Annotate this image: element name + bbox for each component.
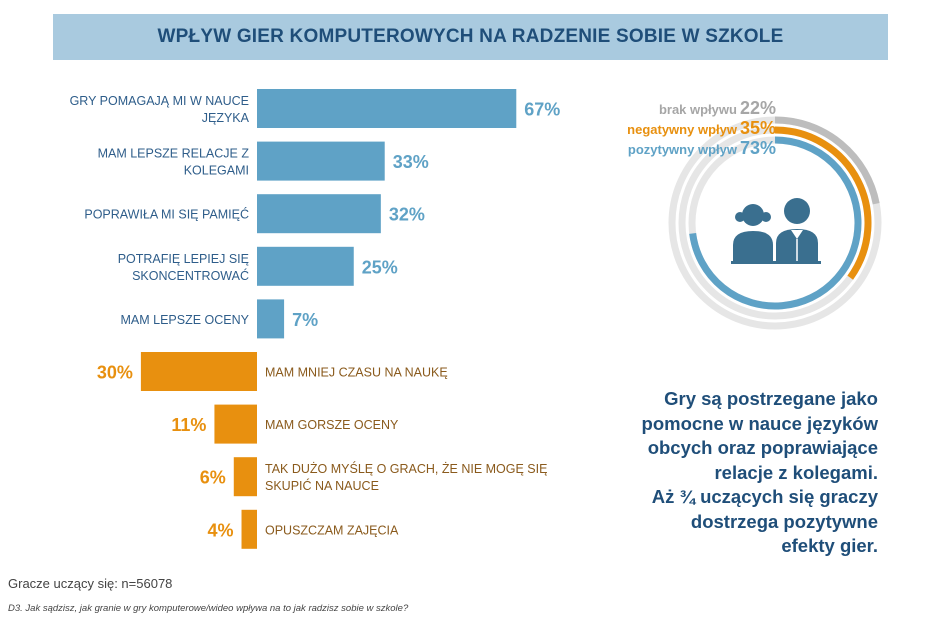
bar-value-label: 67% [524, 100, 560, 120]
legend-positive-value: 73% [739, 138, 776, 158]
bar-negative [241, 509, 257, 549]
legend-positive: pozytywny wpływ 73% [628, 138, 776, 159]
legend-negative: negatywny wpływ 35% [627, 118, 776, 139]
bar-positive [257, 246, 354, 286]
bar-category-label: MAM GORSZE OCENY [265, 418, 399, 432]
bar-category-label: POPRAWIŁA MI SIĘ PAMIĘĆ [84, 207, 249, 222]
bar-positive [257, 299, 285, 339]
bar-value-label: 6% [200, 468, 226, 488]
legend-no-impact-value: 22% [739, 98, 776, 118]
bar-negative [233, 457, 257, 497]
bar-category-label: MAM MNIEJ CZASU NA NAUKĘ [265, 366, 448, 380]
bar-positive [257, 89, 517, 128]
legend-negative-value: 35% [739, 118, 776, 138]
summary-text: Gry są postrzegane jako pomocne w nauce … [590, 387, 878, 559]
ring-arc [774, 126, 872, 280]
radial-impact-chart [668, 116, 882, 330]
legend-positive-label: pozytywny wpływ [627, 142, 737, 157]
legend-no-impact: brak wpływu 22% [659, 98, 776, 119]
title-bar: WPŁYW GIER KOMPUTEROWYCH NA RADZENIE SOB… [53, 14, 888, 60]
page-title: WPŁYW GIER KOMPUTEROWYCH NA RADZENIE SOB… [157, 26, 784, 47]
ring-arc [774, 116, 880, 205]
bar-category-label: TAK DUŻO MYŚLĘ O GRACH, ŻE NIE MOGĘ SIĘ [265, 461, 547, 476]
summary-line: efekty gier. [781, 535, 878, 556]
bar-value-label: 25% [362, 257, 398, 277]
bar-category-label: OPUSZCZAM ZAJĘCIA [265, 523, 399, 537]
bar-category-label: SKUPIĆ NA NAUCE [265, 478, 379, 493]
bar-category-label: MAM LEPSZE OCENY [121, 313, 250, 327]
summary-line: relacje z kolegami. [714, 461, 878, 483]
bar-value-label: 32% [389, 205, 425, 225]
bar-value-label: 11% [171, 415, 206, 435]
bar-value-label: 4% [208, 520, 234, 540]
bar-value-label: 30% [97, 363, 133, 383]
bar-negative [140, 352, 257, 391]
bar-category-label: GRY POMAGAJĄ MI W NAUCE [70, 94, 249, 108]
bar-positive [257, 194, 381, 234]
bar-positive [257, 141, 385, 181]
sample-size-note: Gracze uczący się: n=56078 [8, 576, 173, 591]
bar-negative [214, 404, 257, 444]
summary-line: Aż ¾ uczących się graczy [651, 486, 878, 507]
bar-category-label: MAM LEPSZE RELACJE Z [98, 147, 250, 161]
summary-line: dostrzega pozytywne [690, 510, 878, 532]
diverging-bar-chart: GRY POMAGAJĄ MI W NAUCE JĘZYKA 67% MAM LEPS… [70, 89, 560, 549]
ring-arc [689, 136, 862, 310]
bar-value-label: 7% [292, 310, 318, 330]
students-icon [731, 198, 821, 264]
summary-line: obcych oraz poprawiające [647, 437, 878, 458]
legend-no-impact-label: brak wpływu [658, 102, 737, 117]
summary-line: Gry są postrzegane jako [664, 388, 878, 409]
bar-category-label: JĘZYKA [202, 111, 250, 125]
bar-category-label: KOLEGAMI [184, 164, 249, 178]
summary-line: pomocne w nauce języków [641, 412, 878, 434]
legend-negative-label: negatywny wpływ [627, 122, 737, 137]
bar-value-label: 33% [393, 152, 429, 172]
bar-category-label: POTRAFIĘ LEPIEJ SIĘ [118, 252, 249, 266]
survey-question-note: D3. Jak sądzisz, jak granie w gry komput… [8, 603, 409, 614]
bar-category-label: SKONCENTROWAĆ [132, 268, 249, 283]
